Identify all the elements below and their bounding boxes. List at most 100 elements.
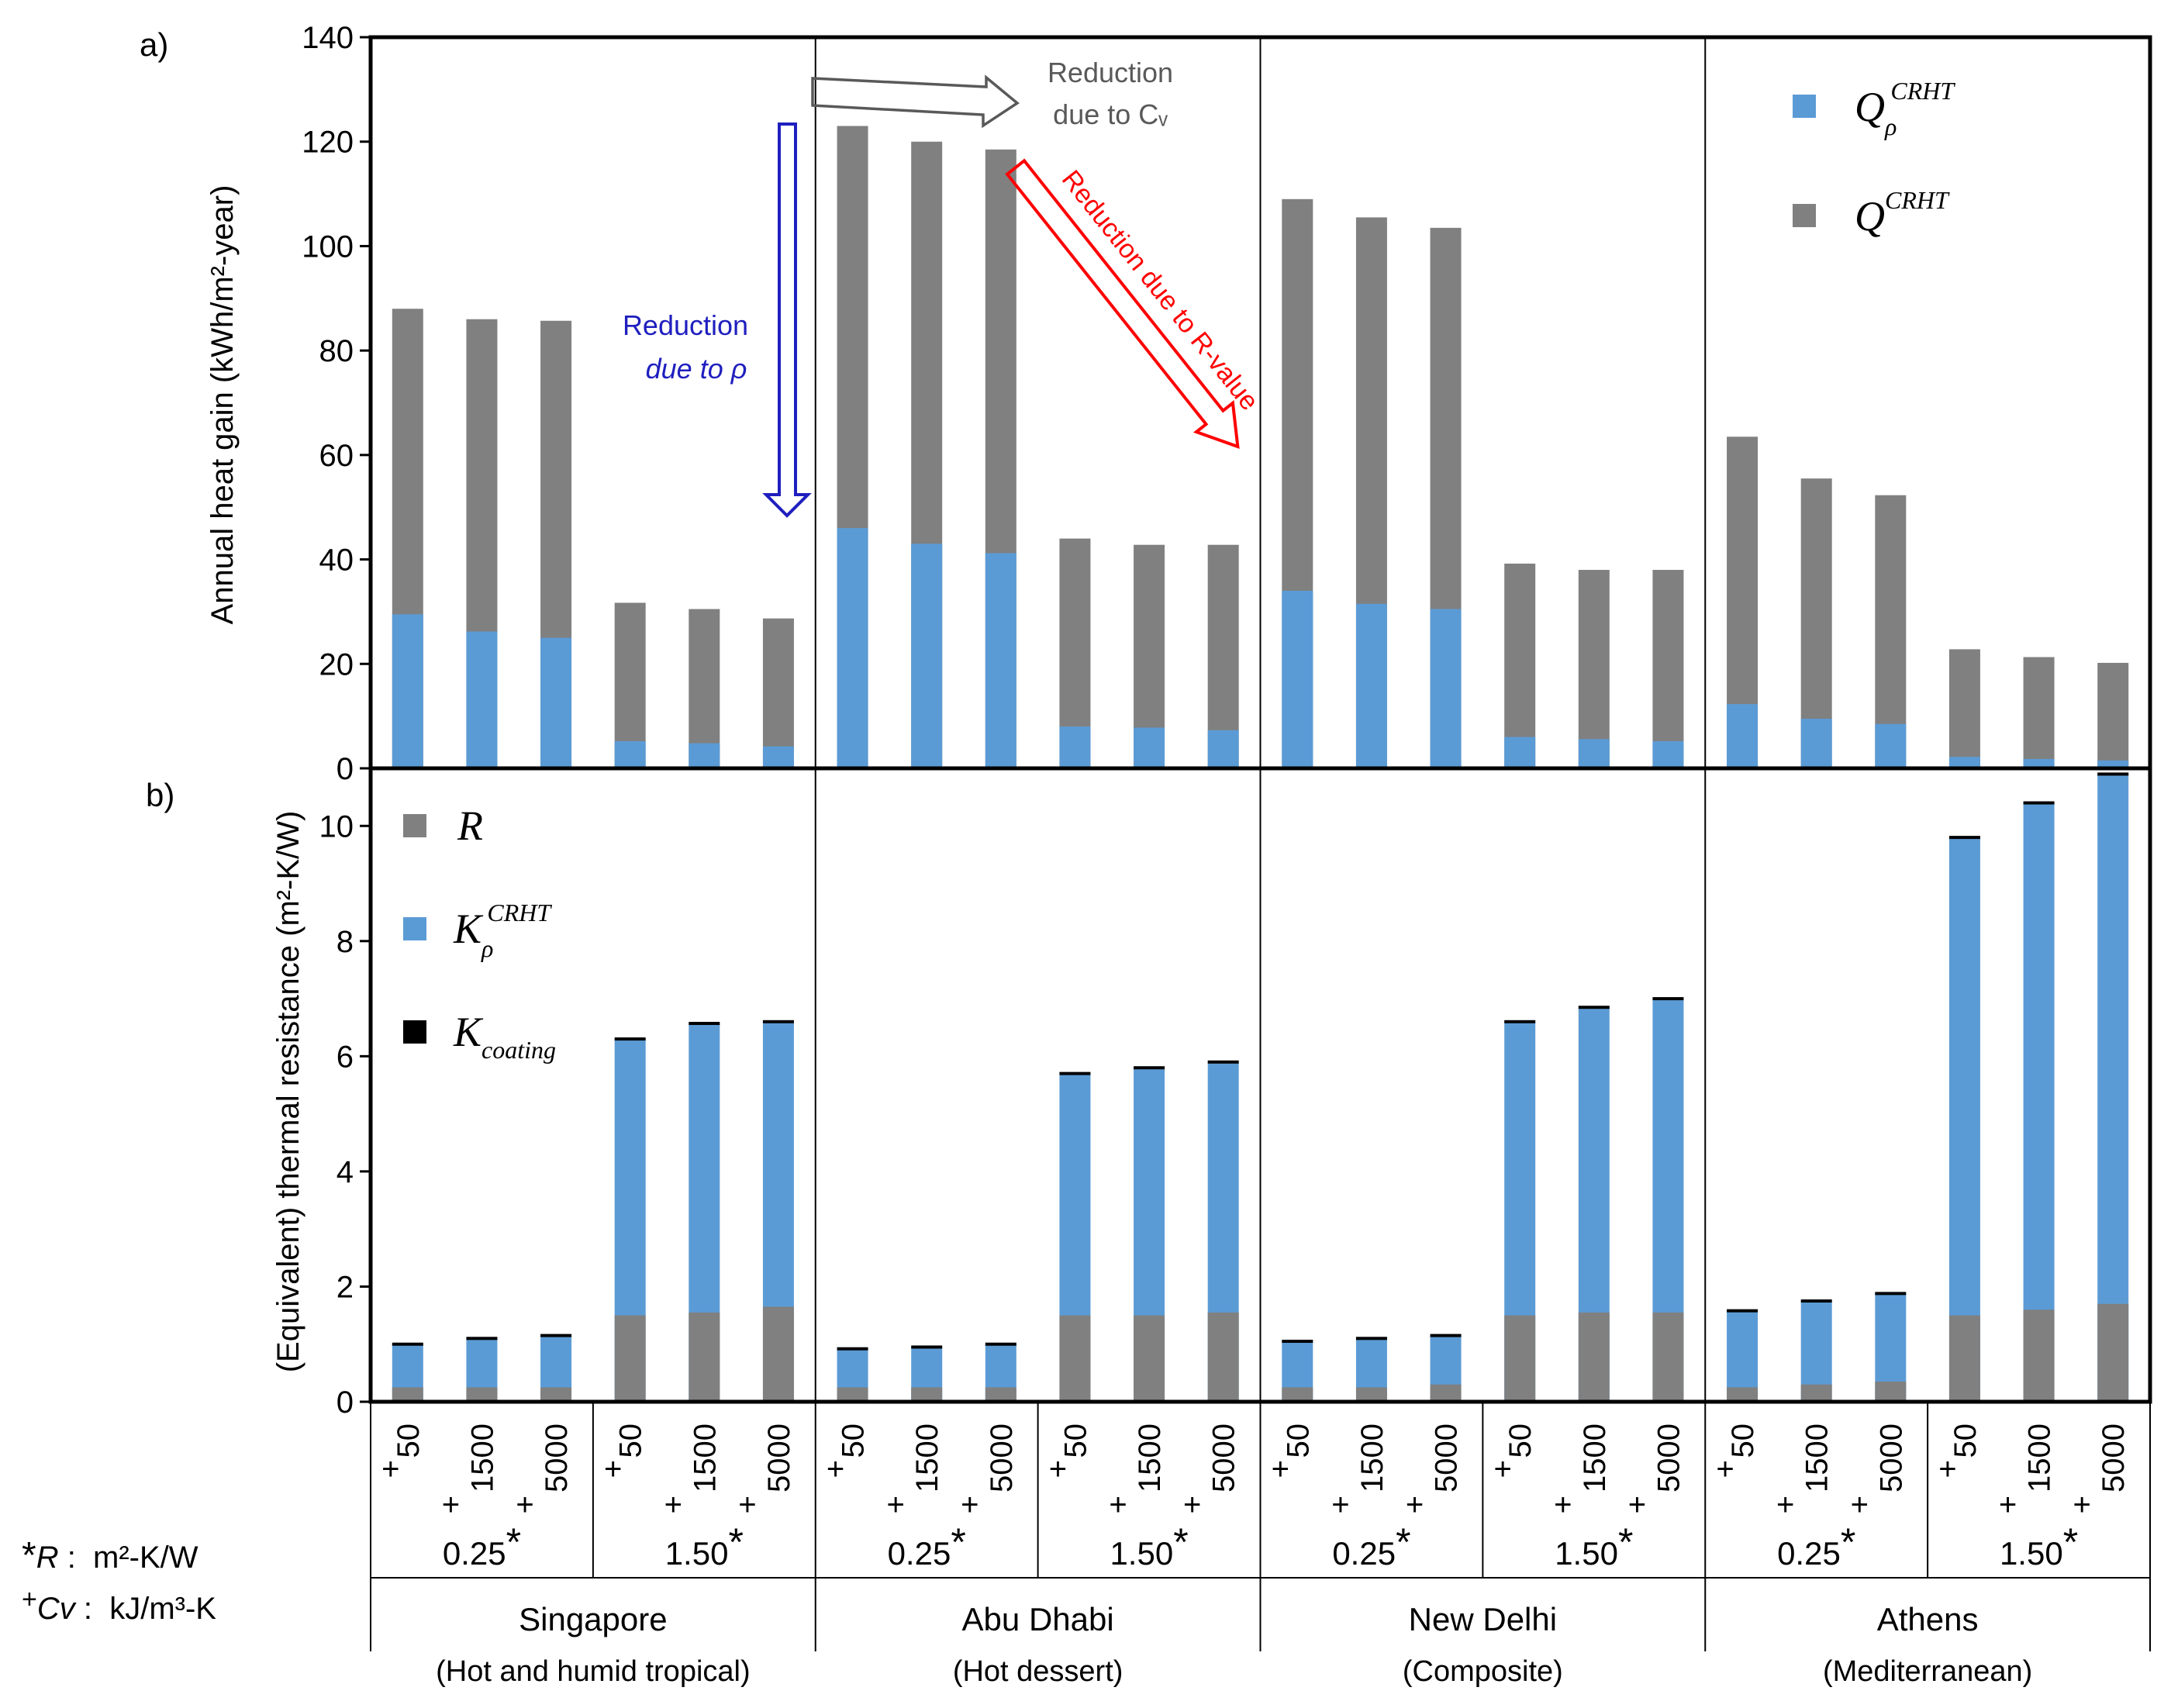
- panel-a-bar-qrho: [689, 743, 720, 768]
- panel-a-bar-qrho: [1652, 740, 1684, 768]
- panel-b-ytick-label: 0: [337, 1385, 354, 1420]
- r-value-label: 1.50*: [1555, 1520, 1633, 1572]
- r-value-label: 0.25*: [1777, 1520, 1855, 1572]
- panel-b-bar-r: [1504, 1315, 1536, 1402]
- panel-b-bar-kcoating: [1207, 1060, 1239, 1064]
- panel-a-ticks: 0 20 40 60 80 100 120 140: [302, 21, 371, 786]
- panel-a-bar-total: [1504, 563, 1536, 768]
- legend-a-label-q: QCRHT: [1855, 186, 1950, 240]
- x-axis: 0.25* 1.50* Singapore (Hot and humid tropic…: [370, 1402, 2151, 1688]
- panel-a-bar-qrho: [1059, 726, 1091, 768]
- cv-tick-label: 50: [1058, 1423, 1092, 1458]
- panel-a-ytick-label: 120: [302, 126, 354, 160]
- footnotes: *R : m²-K/W +Cv : kJ/m³-K: [22, 1535, 216, 1626]
- panel-b-bar-r: [1355, 1387, 1387, 1402]
- panel-a-bar-qrho: [837, 528, 868, 768]
- panel-a-bar-total: [689, 609, 720, 768]
- panel-b-bar-r: [1800, 1384, 1832, 1402]
- panel-a-ytick-label: 140: [302, 21, 354, 55]
- panel-a-bar-total: [1948, 649, 1980, 768]
- panel-b-bar-kcoating: [1134, 1066, 1165, 1070]
- panel-b-bar-r: [762, 1306, 794, 1402]
- panel-a-bar-total: [1578, 570, 1610, 768]
- cv-tick-label: 1500: [1355, 1423, 1389, 1492]
- panel-b-bar-r: [911, 1387, 943, 1402]
- panel-b-ylabel: (Equivalent) thermal resistance (m²-K/W): [271, 811, 305, 1373]
- cv-tick-label: 50: [1948, 1423, 1983, 1458]
- cv-prefix-label: +: [604, 1452, 622, 1486]
- cv-prefix-label: +: [887, 1488, 905, 1522]
- panel-a-label: a): [140, 26, 168, 63]
- cv-tick-label: 5000: [1652, 1423, 1686, 1492]
- cv-tick-label: 1500: [465, 1423, 499, 1492]
- cv-prefix-label: +: [1109, 1488, 1127, 1522]
- panel-a-bar-total: [2097, 662, 2129, 768]
- cv-tick-label: 50: [837, 1423, 871, 1458]
- panel-a-bar-qrho: [1430, 609, 1462, 768]
- panel-a-bar-qrho: [1727, 704, 1759, 768]
- cv-tick-label: 5000: [985, 1423, 1019, 1492]
- panel-b-bar-kcoating: [614, 1037, 646, 1041]
- rho-arrow-icon: [762, 122, 812, 518]
- panel-a-bar-qrho: [911, 543, 943, 768]
- panel-a-ytick-label: 80: [319, 334, 354, 368]
- r-value-label: 0.25*: [888, 1520, 966, 1572]
- panel-b-bar-kcoating: [1355, 1337, 1387, 1341]
- panel-a-bar-total: [2023, 657, 2055, 768]
- panel-a-ytick-label: 40: [319, 543, 354, 578]
- city-name-label: Singapore: [519, 1601, 667, 1637]
- panel-b-bar-kcoating: [689, 1022, 720, 1026]
- cv-prefix-label: +: [1554, 1488, 1572, 1522]
- panel-a-legend: QρCRHT QCRHT: [1793, 77, 1955, 240]
- panel-a-bar-qrho: [392, 614, 423, 768]
- annotation-cv: Reduction due to Cᵥ: [811, 57, 1173, 130]
- r-value-label: 0.25*: [443, 1520, 521, 1572]
- panel-b-bar-r: [2097, 1303, 2129, 1402]
- r-value-label: 1.50*: [665, 1520, 744, 1572]
- cv-prefix-label: +: [1406, 1488, 1424, 1522]
- cv-tick-label: 1500: [2023, 1423, 2057, 1492]
- panel-b-bar-kcoating: [466, 1337, 498, 1341]
- panel-b-bar-r: [689, 1312, 720, 1402]
- panel-b-bar-r: [1430, 1384, 1462, 1402]
- annotation-r: Reduction due to R-value: [1005, 158, 1264, 449]
- panel-a-bar-qrho: [1800, 719, 1832, 768]
- cv-tick-label: 50: [1503, 1423, 1538, 1458]
- rho-annotation-line2: due to ρ: [646, 353, 747, 385]
- cv-prefix-label: +: [1776, 1488, 1794, 1522]
- panel-a-bar-qrho: [1282, 590, 1313, 768]
- cv-prefix-label: +: [961, 1488, 979, 1522]
- cv-tick-label: 1500: [1578, 1423, 1612, 1492]
- cv-prefix-label: +: [1938, 1452, 1956, 1486]
- panel-a-ytick-label: 20: [319, 647, 354, 681]
- panel-b-ytick-label: 6: [337, 1040, 354, 1074]
- cv-tick-label: 1500: [688, 1423, 722, 1492]
- cv-prefix-label: +: [1183, 1488, 1201, 1522]
- panel-a-bar-qrho: [1578, 739, 1610, 768]
- cv-prefix-label: +: [827, 1452, 844, 1486]
- panel-a-bar-qrho: [614, 740, 646, 768]
- city-name-label: Abu Dhabi: [962, 1601, 1114, 1637]
- annotation-rho: Reduction due to ρ: [623, 122, 812, 518]
- panel-b-bar-r: [2023, 1309, 2055, 1402]
- panel-b-ytick-label: 8: [337, 925, 354, 959]
- cv-tick-label: 5000: [1207, 1423, 1241, 1492]
- panel-b-bar-kcoating: [911, 1345, 943, 1349]
- panel-b-bar-r: [1875, 1382, 1907, 1402]
- panel-b-bar-r: [1059, 1315, 1091, 1402]
- panel-b-bar-krho: [2097, 774, 2129, 1402]
- panel-b-bar-krho: [1948, 837, 1980, 1402]
- panel-a-bars: [392, 126, 2129, 769]
- panel-b-bar-kcoating: [392, 1342, 423, 1346]
- panel-b-ticks: 0 2 4 6 8 10: [319, 809, 371, 1420]
- cv-annotation-line2: due to Cᵥ: [1053, 98, 1168, 130]
- panel-b-ytick-label: 10: [319, 809, 354, 844]
- panel-a-bar-qrho: [1134, 727, 1165, 768]
- r-value-label: 1.50*: [1110, 1520, 1188, 1572]
- legend-a-swatch-qrho: [1793, 95, 1816, 118]
- r-value-label: 1.50*: [2000, 1520, 2078, 1572]
- city-climate-label: (Hot and humid tropical): [436, 1655, 751, 1688]
- legend-a-label-qrho: QρCRHT: [1855, 77, 1955, 140]
- cv-tick-label: 50: [614, 1423, 648, 1458]
